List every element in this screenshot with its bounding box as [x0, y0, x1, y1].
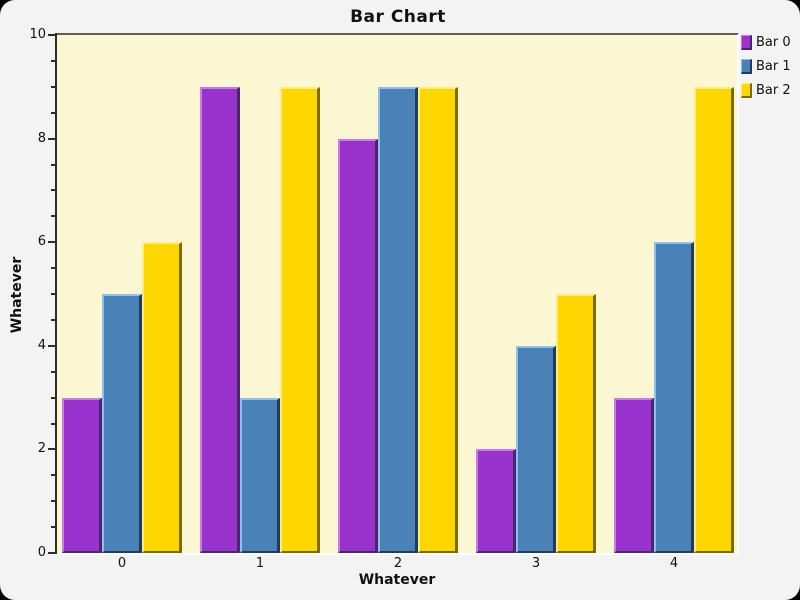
bar-series1-cat1: [240, 398, 280, 553]
y-major-tick: [48, 241, 56, 244]
y-minor-tick: [51, 396, 56, 399]
y-tick-label: 6: [37, 234, 46, 250]
bar-series0-cat2: [338, 139, 378, 553]
legend-label: Bar 0: [756, 34, 791, 50]
bar-series1-cat4: [654, 242, 694, 553]
y-tick-label: 8: [37, 130, 46, 146]
x-axis-title: Whatever: [358, 572, 436, 588]
y-minor-tick: [51, 111, 56, 114]
plot-area: [57, 33, 739, 555]
y-minor-tick: [51, 215, 56, 218]
y-minor-tick: [51, 189, 56, 192]
y-tick-label: 4: [37, 337, 46, 353]
bar-series1-cat0: [102, 294, 142, 553]
bar-series1-cat3: [516, 346, 556, 553]
legend-item-0: Bar 0: [741, 30, 791, 54]
bar-series2-cat2: [418, 87, 458, 553]
x-tick-label: 3: [531, 556, 541, 571]
bar-series0-cat1: [200, 87, 240, 553]
y-axis-line: [55, 33, 57, 554]
y-minor-tick: [51, 59, 56, 62]
y-tick-label: 2: [37, 441, 46, 457]
y-major-tick: [48, 552, 56, 554]
chart-title: Bar Chart: [350, 7, 446, 27]
y-minor-tick: [51, 474, 56, 477]
legend-swatch-icon: [741, 82, 752, 98]
x-tick-label: 0: [117, 556, 127, 571]
bar-series0-cat0: [62, 398, 102, 553]
y-minor-tick: [51, 293, 56, 295]
legend-label: Bar 2: [756, 82, 791, 98]
y-major-tick: [48, 448, 56, 451]
bar-series2-cat3: [556, 294, 596, 553]
legend-swatch-icon: [741, 34, 752, 50]
y-tick-label: 10: [29, 27, 46, 42]
y-tick-label: 0: [37, 545, 46, 560]
legend-item-2: Bar 2: [741, 78, 791, 102]
y-major-tick: [48, 34, 56, 36]
legend-item-1: Bar 1: [741, 54, 791, 78]
y-major-tick: [48, 137, 56, 140]
bar-series2-cat1: [280, 87, 320, 553]
y-minor-tick: [51, 500, 56, 503]
bar-series0-cat3: [476, 449, 516, 553]
y-minor-tick: [51, 318, 56, 321]
x-tick-label: 2: [393, 556, 403, 571]
x-tick-label: 4: [669, 556, 679, 571]
y-minor-tick: [51, 422, 56, 425]
y-minor-tick: [51, 163, 56, 166]
y-axis-title: Whatever: [9, 256, 25, 334]
y-minor-tick: [51, 526, 56, 529]
legend-label: Bar 1: [756, 58, 791, 74]
bar-series2-cat0: [142, 242, 182, 553]
y-major-tick: [48, 344, 56, 347]
bar-series2-cat4: [694, 87, 734, 553]
y-minor-tick: [51, 85, 56, 88]
y-minor-tick: [51, 267, 56, 270]
y-minor-tick: [51, 370, 56, 373]
legend: Bar 0 Bar 1 Bar 2: [741, 30, 791, 102]
bar-series0-cat4: [614, 398, 654, 553]
x-tick-label: 1: [255, 556, 265, 571]
legend-swatch-icon: [741, 58, 752, 74]
bar-series1-cat2: [378, 87, 418, 553]
